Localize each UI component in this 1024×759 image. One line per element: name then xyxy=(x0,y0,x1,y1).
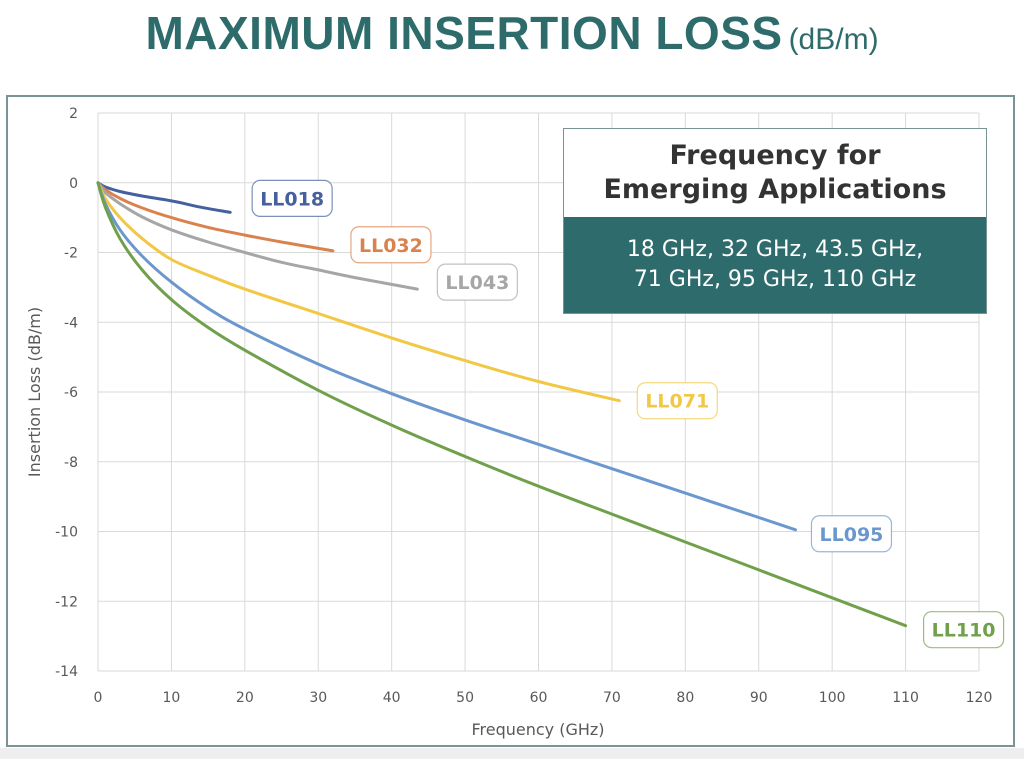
x-tick-label: 80 xyxy=(676,690,694,706)
info-heading-line-1: Frequency for xyxy=(669,140,881,171)
y-tick-label: 0 xyxy=(69,176,78,192)
y-tick-labels: 2 0 -2 -4 -6 -8 -10 -12 -14 xyxy=(55,106,78,680)
series-label-box xyxy=(436,263,518,301)
info-box-body: 18 GHz, 32 GHz, 43.5 GHz, 71 GHz, 95 GHz… xyxy=(564,217,986,313)
frequency-info-box: Frequency for Emerging Applications 18 G… xyxy=(563,128,987,314)
x-tick-label: 40 xyxy=(383,690,401,706)
y-tick-label: -14 xyxy=(55,664,78,680)
series-label-box xyxy=(636,382,718,420)
x-tick-label: 20 xyxy=(236,690,254,706)
page-title-main: MAXIMUM INSERTION LOSS xyxy=(145,7,783,59)
x-tick-label: 120 xyxy=(966,690,993,706)
series-labels: LL018 LL032 LL043 LL071 LL095 LL110 xyxy=(251,179,1005,649)
series-label-ll071: LL071 xyxy=(636,382,718,420)
x-tick-label: 0 xyxy=(94,690,103,706)
series-line-ll095 xyxy=(96,181,797,532)
series-label-ll032: LL032 xyxy=(350,226,432,264)
series-label-ll043: LL043 xyxy=(436,263,518,301)
x-tick-label: 30 xyxy=(309,690,327,706)
series-label-text: LL110 xyxy=(932,620,996,642)
x-tick-label: 100 xyxy=(819,690,846,706)
series-label-box xyxy=(810,515,893,553)
series-label-text: LL043 xyxy=(445,272,509,294)
y-tick-label: -12 xyxy=(55,594,78,610)
series-label-text: LL032 xyxy=(359,235,423,257)
info-body-line-2: 71 GHz, 95 GHz, 110 GHz xyxy=(633,267,917,292)
series-label-text: LL071 xyxy=(645,391,709,413)
series-lines xyxy=(96,181,908,628)
page-title: MAXIMUM INSERTION LOSS (dB/m) xyxy=(0,6,1024,60)
series-line-ll018 xyxy=(96,181,232,214)
series-label-text: LL095 xyxy=(820,524,884,546)
series-line-ll071 xyxy=(96,181,621,403)
y-tick-label: -4 xyxy=(64,315,78,331)
series-line-ll032 xyxy=(96,181,335,253)
x-tick-label: 10 xyxy=(163,690,181,706)
y-tick-label: -2 xyxy=(64,246,78,262)
series-label-ll110: LL110 xyxy=(922,611,1005,649)
y-axis-title: Insertion Loss (dB/m) xyxy=(25,307,44,477)
bottom-band xyxy=(0,748,1024,759)
series-label-text: LL018 xyxy=(260,188,324,210)
x-tick-label: 110 xyxy=(892,690,919,706)
y-tick-label: -8 xyxy=(64,455,78,471)
series-label-ll095: LL095 xyxy=(810,515,893,553)
series-label-box xyxy=(350,226,432,264)
info-heading-line-2: Emerging Applications xyxy=(603,174,947,205)
x-tick-label: 90 xyxy=(750,690,768,706)
series-label-box xyxy=(251,179,333,217)
page-title-unit: (dB/m) xyxy=(788,23,879,56)
x-tick-labels: 0 10 20 30 40 50 60 70 80 90 100 110 120 xyxy=(94,690,993,706)
series-label-ll018: LL018 xyxy=(251,179,333,217)
series-line-ll043 xyxy=(96,181,419,291)
series-line-ll110 xyxy=(96,181,908,628)
info-box-heading: Frequency for Emerging Applications xyxy=(564,129,986,217)
y-tick-label: -10 xyxy=(55,525,78,541)
x-tick-label: 60 xyxy=(530,690,548,706)
x-tick-label: 70 xyxy=(603,690,621,706)
info-body-line-1: 18 GHz, 32 GHz, 43.5 GHz, xyxy=(626,237,924,262)
y-tick-label: -6 xyxy=(64,385,78,401)
x-axis-title: Frequency (GHz) xyxy=(471,720,604,739)
x-tick-label: 50 xyxy=(456,690,474,706)
y-tick-label: 2 xyxy=(69,106,78,122)
series-label-box xyxy=(922,611,1005,649)
